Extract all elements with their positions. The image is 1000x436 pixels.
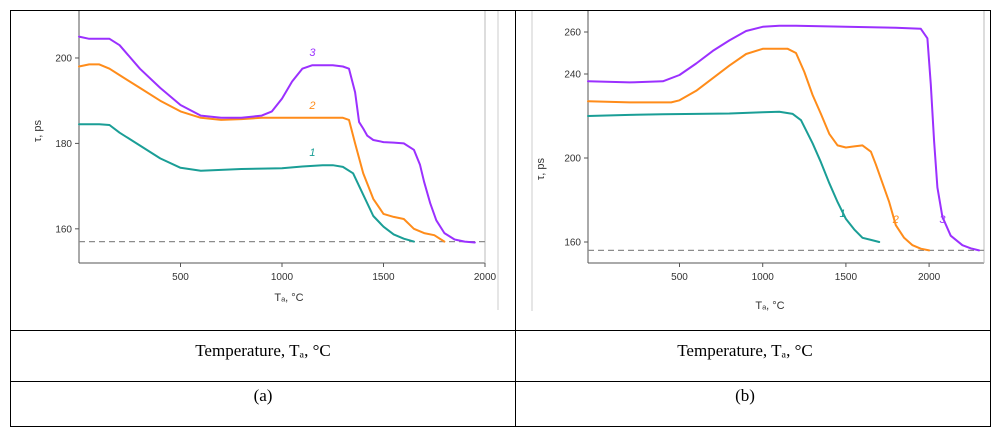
chart-b: 500 1000 1500 2000 160 200 240 260 Tₐ, °C τ, ps 1 2…	[531, 11, 985, 312]
x-tick-label: 500	[172, 272, 189, 283]
x-tick-label: 2000	[474, 272, 497, 283]
y-tick-label: 180	[55, 139, 72, 150]
series-label-1: 1	[840, 208, 846, 220]
chart-a: 500 1000 1500 2000 160 180 200 Tₐ, °C τ, ps 1 2 3	[32, 11, 499, 310]
x-axis-label: Tₐ, °C	[274, 292, 303, 304]
x-axis-label: Tₐ, °C	[755, 300, 784, 312]
series-label-2: 2	[308, 100, 315, 112]
series-label-2: 2	[892, 214, 899, 226]
series-line-1	[587, 110, 881, 243]
caption-right-row1: Temperature, Tₐ, °C	[677, 341, 813, 360]
series-line-3	[78, 35, 476, 244]
x-tick-label: 1000	[271, 272, 294, 283]
y-tick-label: 160	[564, 238, 581, 249]
series-label-1: 1	[309, 147, 315, 159]
x-tick-label: 500	[671, 272, 688, 283]
y-tick-label: 260	[564, 28, 581, 39]
series-line-2	[78, 63, 446, 243]
x-tick-label: 1000	[752, 272, 775, 283]
series-line-3	[587, 24, 980, 252]
x-tick-label: 1500	[835, 272, 858, 283]
x-tick-label: 2000	[918, 272, 941, 283]
row-divider-2	[11, 381, 990, 382]
y-tick-label: 200	[564, 154, 581, 165]
series-line-1	[78, 123, 415, 243]
x-tick-label: 1500	[372, 272, 395, 283]
y-axis-label: τ, ps	[32, 119, 44, 142]
series-label-3: 3	[309, 47, 316, 59]
y-axis-label: τ, ps	[535, 157, 547, 180]
series-label-3: 3	[939, 214, 946, 226]
series-line-2	[587, 47, 931, 252]
y-tick-label: 200	[55, 53, 72, 64]
row-divider-1	[11, 330, 990, 331]
caption-left-row2: (a)	[253, 386, 273, 405]
caption-left-row1: Temperature, Tₐ, °C	[195, 341, 331, 360]
y-tick-label: 160	[55, 224, 72, 235]
column-divider	[515, 11, 516, 426]
caption-right-row2: (b)	[735, 386, 755, 405]
y-tick-label: 240	[564, 70, 581, 81]
figure-table: 500 1000 1500 2000 160 180 200 Tₐ, °C τ, ps 1 2 3 5…	[10, 10, 991, 427]
